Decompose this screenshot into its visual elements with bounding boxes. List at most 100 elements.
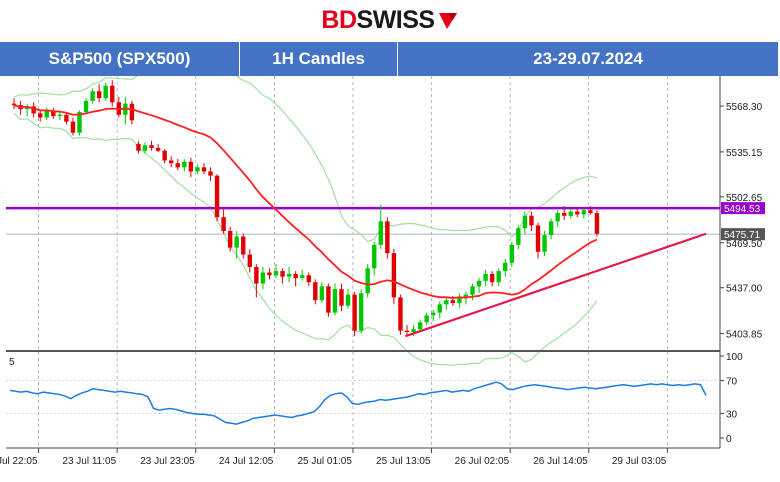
time-tick-label: 26 Jul 14:05 [533, 456, 588, 467]
candle-body [542, 235, 547, 252]
candle-body [70, 121, 76, 133]
price-tick-label: 5535.15 [726, 148, 763, 159]
time-tick-label: 29 Jul 03:05 [612, 456, 667, 467]
candle-body [260, 272, 266, 284]
time-tick-label: 25 Jul 13:05 [376, 456, 431, 467]
candle-body [575, 211, 580, 215]
candle-body [562, 213, 567, 216]
moving-average-line [13, 104, 598, 299]
candle-body [169, 160, 174, 164]
candle-body [463, 294, 469, 298]
candle-body [489, 273, 495, 283]
lower-band-line [13, 112, 598, 367]
candle-body [149, 145, 154, 148]
candle-body [142, 145, 148, 151]
candle-body [64, 114, 69, 122]
rsi-tick-label: 70 [726, 377, 738, 388]
candle-body [509, 244, 514, 263]
price-level-tag [721, 228, 765, 241]
rsi-tick-label: 100 [726, 352, 743, 363]
candle-body [352, 294, 357, 331]
rsi-indicator-label: 5 [9, 357, 15, 368]
candle-body [247, 254, 252, 267]
time-tick-label: 25 Jul 01:05 [297, 456, 352, 467]
candle-body [470, 286, 475, 295]
candle-body [326, 286, 331, 313]
candle-body [57, 114, 63, 117]
candle-body [214, 175, 220, 218]
candle-body [417, 322, 423, 330]
price-tick-label: 5437.00 [726, 284, 763, 295]
candle-body [555, 213, 560, 222]
time-tick-label: 22 Jul 22:05 [0, 456, 38, 467]
candle-body [83, 100, 89, 112]
upper-band-line [13, 76, 598, 243]
candle-body [306, 275, 311, 283]
instrument-title: S&P500 (SPX500) [0, 42, 240, 76]
price-level-label: 5475.71 [724, 230, 761, 241]
candle-body [522, 215, 528, 229]
candle-body [300, 275, 305, 279]
price-tick-label: 5568.30 [726, 102, 763, 113]
candle-body [594, 213, 600, 234]
candle-body [267, 272, 272, 276]
brand-name-part1: BD [321, 5, 357, 34]
candle-body [241, 236, 246, 255]
candle-body [319, 286, 325, 301]
candle-body [129, 103, 135, 121]
candle-body [182, 161, 187, 168]
time-tick-label: 26 Jul 02:05 [455, 456, 510, 467]
candle-body [31, 106, 36, 114]
candle-body [411, 329, 416, 333]
candle-body [444, 300, 449, 305]
candle-body [188, 161, 194, 172]
candle-body [516, 228, 521, 245]
candle-body [548, 221, 554, 236]
rsi-tick-label: 30 [726, 409, 738, 420]
candle-body [529, 215, 534, 226]
candle-body [234, 236, 239, 248]
candle-body [208, 171, 213, 176]
candle-body [90, 91, 95, 101]
support-trendline [405, 232, 707, 338]
candle-body [378, 221, 383, 245]
candle-body [503, 262, 508, 272]
candle-body [372, 244, 377, 269]
candle-body [332, 289, 338, 313]
candle-body [221, 217, 226, 231]
price-chart: 5568.30 5535.15 5502.65 5469.50 5437.00 5403.… [0, 76, 765, 467]
candle-body [496, 271, 501, 283]
candle-body [254, 266, 259, 284]
candle-body [483, 273, 488, 281]
candle-body [51, 110, 56, 117]
candle-body [293, 273, 298, 279]
candle-body [103, 85, 108, 99]
candle-body [345, 294, 351, 306]
candle-body [155, 147, 161, 151]
time-tick-label: 23 Jul 11:05 [62, 456, 116, 467]
brand-name-part2: SWISS [356, 5, 436, 34]
candle-body [424, 315, 429, 323]
price-level-label: 5494.53 [724, 204, 761, 215]
candle-body [365, 268, 370, 294]
candle-body [404, 330, 410, 333]
candle-body [162, 150, 167, 161]
candle-body [11, 103, 17, 106]
candle-body [110, 85, 115, 103]
timeframe-title: 1H Candles [240, 42, 398, 76]
time-tick-label: 24 Jul 12:05 [219, 456, 274, 467]
candle-body [437, 304, 442, 313]
swiss-cross-arrow-icon [438, 13, 457, 29]
candle-body [339, 289, 344, 306]
candle-body [535, 225, 541, 252]
candle-body [398, 297, 403, 331]
candle-body [450, 300, 456, 303]
candle-body [195, 167, 200, 172]
price-level-tag [721, 202, 765, 215]
price-tick-label: 5469.50 [726, 239, 763, 250]
candle-body [581, 210, 587, 215]
candle-body [280, 271, 285, 277]
candle-body [568, 211, 573, 216]
candle-body [273, 271, 279, 276]
candle-body [313, 282, 318, 301]
